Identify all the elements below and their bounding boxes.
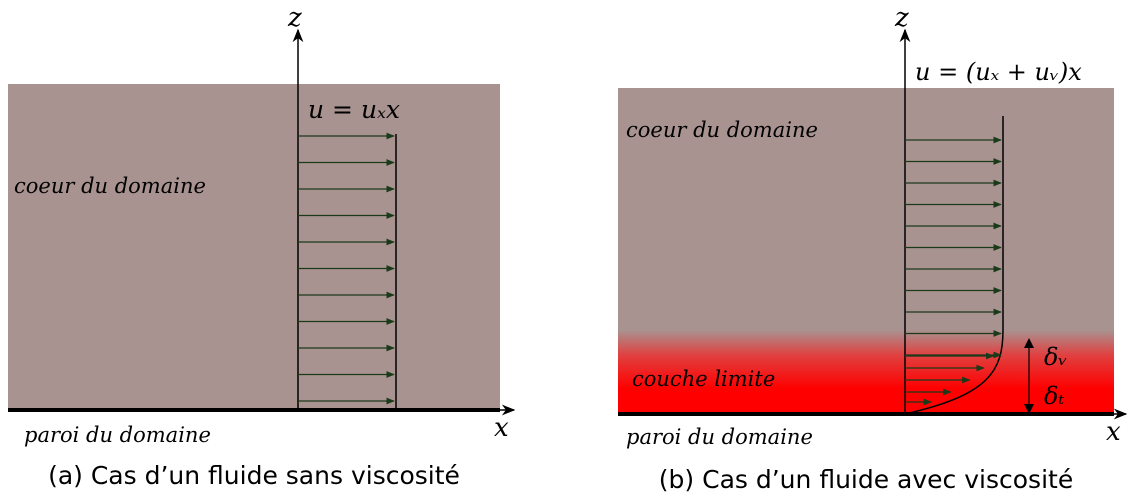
- panel-b-z-label: z: [894, 3, 909, 33]
- panel-a-domain: [8, 84, 500, 410]
- panel-b-velocity-arrows: [905, 136, 1002, 406]
- panel-b-velocity-label: u = (uₓ + uᵥ)x: [915, 58, 1082, 86]
- panel-a-z-label: z: [287, 3, 302, 33]
- panel-b-wall-label: paroi du domaine: [626, 425, 813, 449]
- panel-a-velocity-arrows: [298, 132, 395, 405]
- panel-a-core-label: coeur du domaine: [14, 174, 206, 198]
- panel-b-thickness-arrow-bottom: [1024, 404, 1034, 414]
- panel-a-wall-label: paroi du domaine: [24, 423, 211, 447]
- panel-b-thickness-arrow-top: [1024, 338, 1034, 348]
- panel-a-velocity-label: u = uₓx: [308, 95, 400, 124]
- panel-b-delta-t-label: δₜ: [1044, 382, 1064, 410]
- panel-a-caption: (a) Cas d’un fluide sans viscosité: [48, 461, 460, 490]
- panel-b: z x u = (uₓ + uᵥ)x coeur du domaine couc…: [618, 3, 1128, 494]
- panel-b-delta-v-label: δᵥ: [1044, 343, 1067, 371]
- panel-b-boundary-layer-label: couche limite: [632, 367, 775, 391]
- panel-b-profile-curve: [904, 116, 1004, 415]
- panel-a: z x u = uₓx coeur du domaine paroi du do…: [8, 3, 516, 490]
- panel-b-core-label: coeur du domaine: [626, 118, 818, 142]
- panel-a-x-label: x: [494, 413, 509, 443]
- panel-b-caption: (b) Cas d’un fluide avec viscosité: [659, 465, 1073, 494]
- panel-b-x-label: x: [1106, 417, 1121, 447]
